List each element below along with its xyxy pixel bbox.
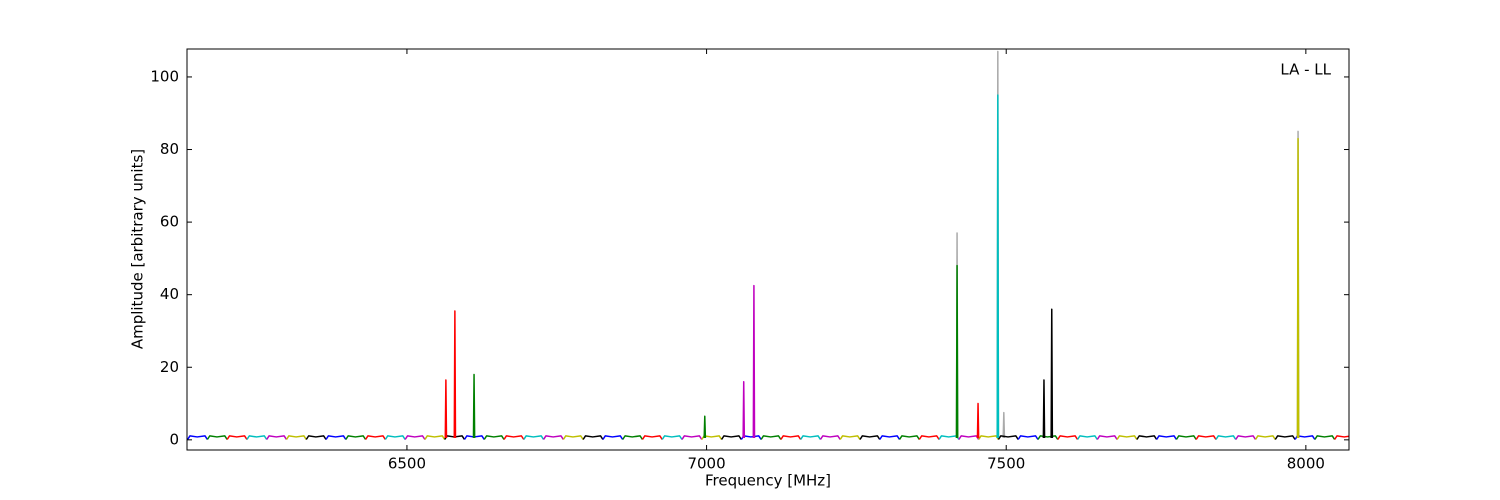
x-tick-label: 7500 (987, 455, 1025, 473)
spectrum-line (523, 435, 545, 440)
spectrum-line (364, 435, 386, 440)
spectrum-line (1096, 435, 1118, 440)
spectrum-line (1296, 137, 1300, 439)
spectrum-line (453, 310, 457, 439)
spectrum-line (800, 435, 822, 440)
x-tick-label: 6500 (388, 455, 426, 473)
spectrum-line (602, 435, 624, 440)
spectrum-line (226, 435, 248, 440)
axes-frame (186, 48, 1350, 451)
spectrum-line (404, 435, 426, 440)
spectrum-line (997, 435, 1019, 440)
y-tick-label: 40 (160, 285, 179, 303)
spectrum-line (859, 435, 881, 440)
spectrum-line (622, 435, 644, 440)
spectrum-line (305, 435, 327, 440)
spectrum-line (1116, 435, 1138, 440)
y-tick-label: 0 (169, 430, 179, 448)
spectrum-line (1017, 435, 1039, 440)
annotation: LA - LL (1280, 61, 1331, 79)
spectrum-line (345, 435, 367, 440)
y-axis-label: Amplitude [arbitrary units] (129, 149, 147, 349)
spectrum-line (1314, 435, 1336, 440)
spectrum-line (1333, 435, 1349, 440)
spectrum-line (1294, 435, 1316, 440)
spectrum-line (1254, 435, 1276, 440)
spectrum-line (483, 435, 505, 440)
spectrum-line (1037, 435, 1059, 440)
spectrum-line (978, 435, 1000, 440)
spectrum-line (879, 435, 901, 440)
spectrum-line (582, 435, 604, 440)
y-tick-label: 20 (160, 358, 179, 376)
spectrum-line (444, 379, 448, 439)
spectrum-line (1215, 435, 1237, 440)
spectrum-line (246, 435, 268, 440)
spectrum-line (542, 435, 564, 440)
spectrum-line (1156, 435, 1178, 440)
spectrum-line (780, 435, 802, 440)
plot-area (187, 50, 1349, 440)
spectrum-line (285, 435, 307, 440)
spectrum-line (1136, 435, 1158, 440)
spectrum-line (187, 435, 209, 440)
spectrum-line (703, 415, 707, 439)
y-tick-label: 60 (160, 213, 179, 231)
spectrum-line (472, 373, 476, 439)
spectrum-line (1235, 435, 1257, 440)
spectrum-line (562, 435, 584, 440)
spectrum-line (958, 435, 980, 440)
spectrum-line (206, 435, 228, 440)
spectrum-line (266, 435, 288, 440)
spectrum-line (661, 435, 683, 440)
spectrum-line (641, 435, 663, 440)
spectrum-line (1195, 435, 1217, 440)
spectrum-line (384, 435, 406, 440)
spectrum-line (955, 264, 959, 439)
spectrum-line (503, 435, 525, 440)
spectrum-line (720, 435, 742, 440)
spectrum-line (1274, 435, 1296, 440)
y-tick-label: 80 (160, 140, 179, 158)
spectrum-line (976, 402, 980, 439)
spectrum-line (760, 435, 782, 440)
x-tick-label: 7000 (687, 455, 725, 473)
spectrum-line (996, 94, 1000, 439)
spectrum-line (701, 435, 723, 440)
spectrum-line (1175, 435, 1197, 440)
spectrum-line (1002, 411, 1006, 439)
x-tick-label: 8000 (1287, 455, 1325, 473)
y-tick-label: 100 (150, 67, 179, 85)
spectrum-line (681, 435, 703, 440)
spectrum-line (819, 435, 841, 440)
spectrum-line (1076, 435, 1098, 440)
spectrum-line (325, 435, 347, 440)
spectrum-line (1050, 308, 1054, 439)
spectrum-line (918, 435, 940, 440)
spectrum-line (752, 284, 756, 439)
spectrum-line (1042, 379, 1046, 439)
x-axis-label: Frequency [MHz] (705, 472, 831, 490)
spectrum-line (742, 381, 746, 439)
spectrum-line (898, 435, 920, 440)
spectrum-line (839, 435, 861, 440)
spectrum-line (1057, 435, 1079, 440)
spectrum-line (424, 435, 446, 440)
